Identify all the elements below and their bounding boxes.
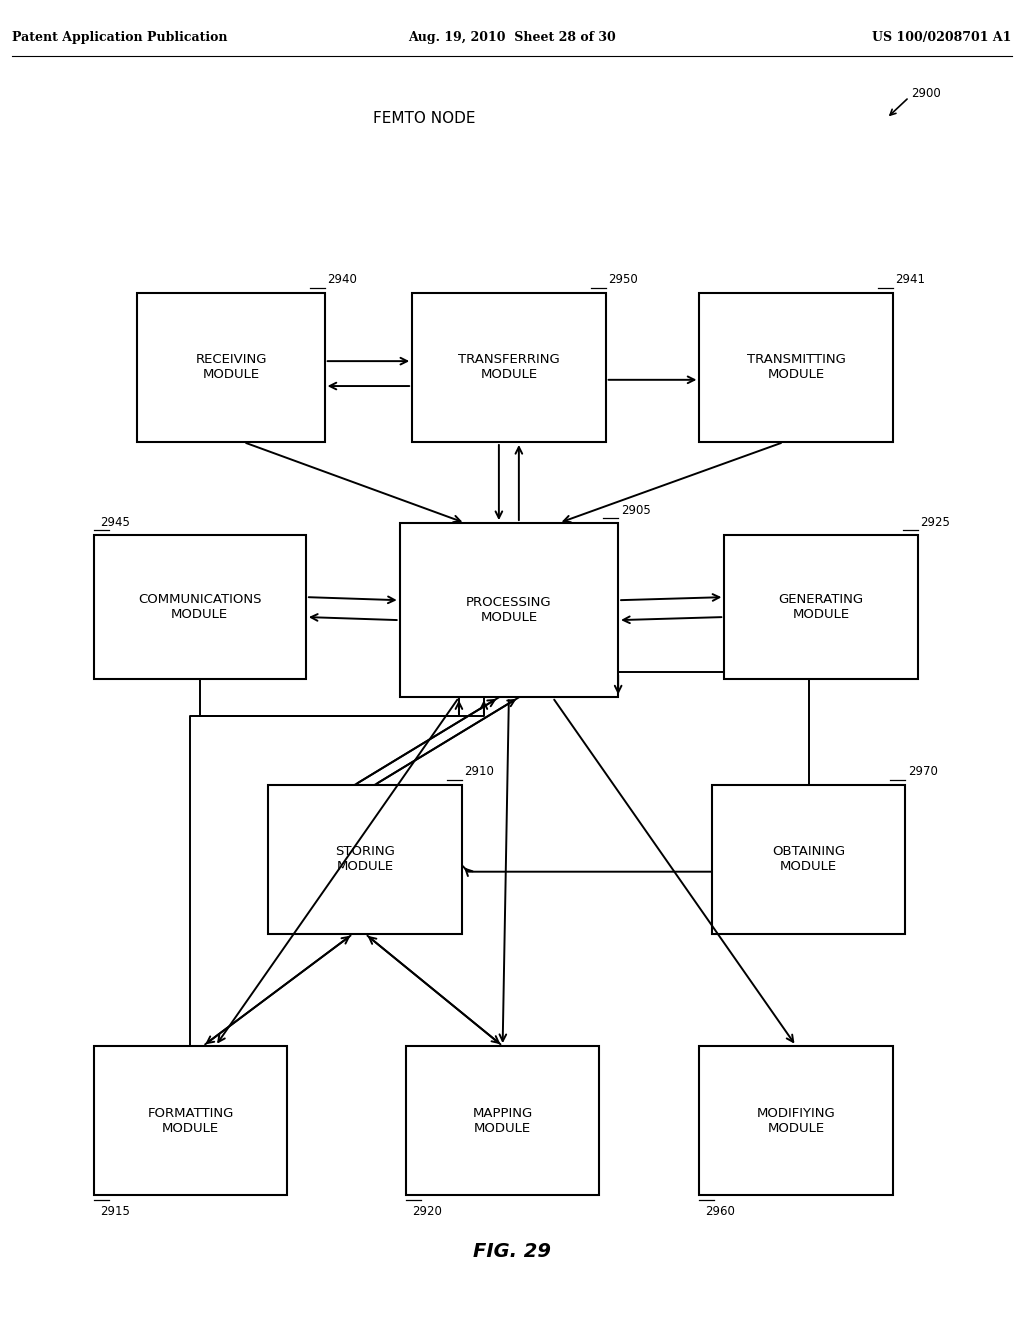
Bar (699, 1045, 893, 1196)
Bar (93, 536, 306, 678)
Bar (699, 293, 893, 442)
Text: US 100/0208701 A1: US 100/0208701 A1 (872, 30, 1012, 44)
Bar (712, 784, 905, 935)
Text: 2960: 2960 (706, 1205, 735, 1218)
Text: FIG. 29: FIG. 29 (473, 1242, 551, 1261)
Text: 2925: 2925 (921, 516, 950, 529)
Text: 2945: 2945 (100, 516, 130, 529)
Text: RECEIVING
MODULE: RECEIVING MODULE (196, 354, 267, 381)
Text: FEMTO NODE: FEMTO NODE (374, 111, 476, 125)
Text: COMMUNICATIONS
MODULE: COMMUNICATIONS MODULE (138, 593, 261, 622)
Bar (724, 536, 918, 678)
Text: 2941: 2941 (895, 273, 926, 286)
Text: PROCESSING
MODULE: PROCESSING MODULE (466, 597, 552, 624)
Bar (412, 293, 605, 442)
Text: FORMATTING
MODULE: FORMATTING MODULE (147, 1106, 233, 1135)
Text: Aug. 19, 2010  Sheet 28 of 30: Aug. 19, 2010 Sheet 28 of 30 (409, 30, 615, 44)
Text: STORING
MODULE: STORING MODULE (335, 845, 395, 874)
Text: 2950: 2950 (608, 273, 638, 286)
Text: OBTAINING
MODULE: OBTAINING MODULE (772, 845, 845, 874)
Text: 2940: 2940 (328, 273, 357, 286)
Text: 2915: 2915 (100, 1205, 130, 1218)
Text: MAPPING
MODULE: MAPPING MODULE (472, 1106, 532, 1135)
Text: MODIFIYING
MODULE: MODIFIYING MODULE (757, 1106, 836, 1135)
Bar (406, 1045, 599, 1196)
Text: Patent Application Publication: Patent Application Publication (12, 30, 228, 44)
Bar (399, 523, 618, 697)
Text: TRANSMITTING
MODULE: TRANSMITTING MODULE (746, 354, 846, 381)
Text: GENERATING
MODULE: GENERATING MODULE (778, 593, 863, 622)
Text: 2970: 2970 (908, 766, 938, 779)
Text: 2920: 2920 (412, 1205, 442, 1218)
Text: TRANSFERRING
MODULE: TRANSFERRING MODULE (458, 354, 560, 381)
Text: 2910: 2910 (465, 766, 495, 779)
Bar (137, 293, 325, 442)
Bar (268, 784, 462, 935)
Bar (93, 1045, 287, 1196)
Text: 2905: 2905 (621, 504, 650, 517)
Text: 2900: 2900 (911, 87, 941, 100)
